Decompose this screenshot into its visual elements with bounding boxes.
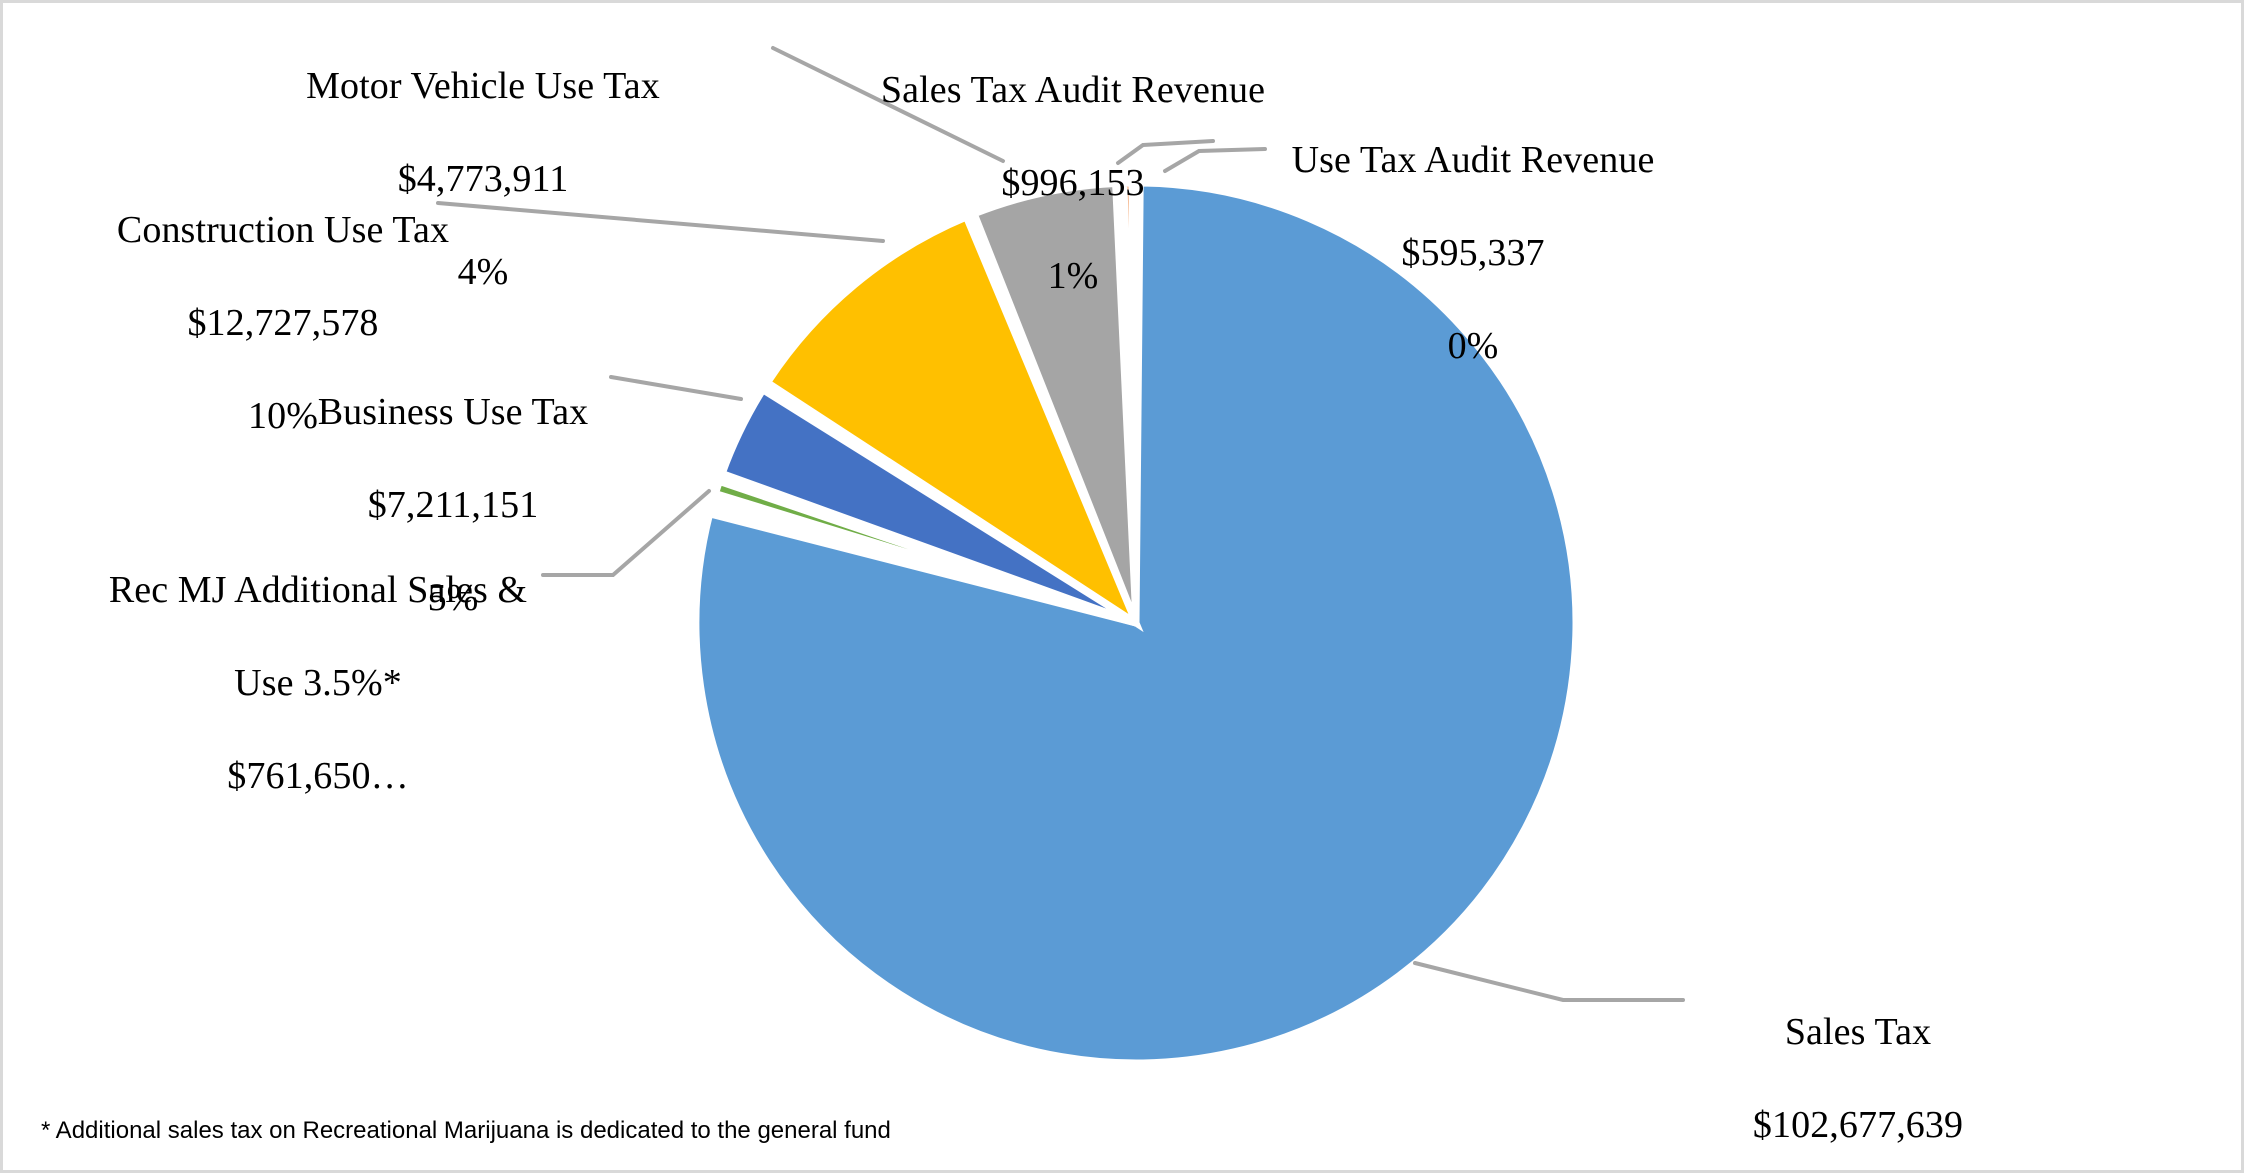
leader-line-construction bbox=[436, 201, 885, 243]
data-label-name: Business Use Tax bbox=[317, 391, 589, 434]
data-label-percent: 0% bbox=[1447, 324, 1499, 367]
leader-line-use-tax-audit bbox=[1163, 147, 1267, 173]
data-label-name: Use Tax Audit Revenue bbox=[1291, 139, 1655, 182]
data-label-value: $7,211,151 bbox=[367, 484, 539, 527]
pie-slice-use-tax-audit-revenue[interactable] bbox=[1120, 179, 1140, 624]
data-label-value: $595,337 bbox=[1401, 232, 1545, 275]
leader-line-sales-tax-audit bbox=[1116, 139, 1215, 165]
data-label-business-use-tax: Business Use Tax $7,211,151 5% bbox=[263, 343, 643, 668]
data-label-value: $761,650… bbox=[227, 754, 409, 797]
pie-slice-construction-use-tax[interactable] bbox=[717, 384, 1138, 627]
data-label-value: $102,677,639 bbox=[1752, 1104, 1964, 1147]
data-label-name: Sales Tax Audit Revenue bbox=[880, 69, 1266, 112]
data-label-name: Motor Vehicle Use Tax bbox=[306, 65, 660, 108]
leader-line-motor-vehicle bbox=[771, 46, 1005, 163]
pie-slice-motor-vehicle-use-tax[interactable] bbox=[762, 212, 1144, 633]
data-label-use-tax-audit-revenue: Use Tax Audit Revenue $595,337 0% bbox=[1263, 91, 1683, 416]
data-label-name: Sales Tax bbox=[1784, 1011, 1932, 1054]
data-label-sales-tax: Sales Tax $102,677,639 79% bbox=[1693, 963, 2023, 1170]
leader-line-rec-mj bbox=[541, 489, 711, 577]
data-label-name-line1: Rec MJ Additional Sales & bbox=[108, 569, 528, 612]
pie-slices bbox=[692, 179, 1580, 1067]
chart-footnote: * Additional sales tax on Recreational M… bbox=[41, 1117, 891, 1144]
data-label-motor-vehicle-use-tax: Motor Vehicle Use Tax $4,773,911 4% bbox=[263, 17, 703, 342]
pie-slice-sales-tax-audit-revenue[interactable] bbox=[969, 179, 1140, 625]
data-label-value: $4,773,911 bbox=[397, 158, 569, 201]
data-label-name-line2: Use 3.5%* bbox=[234, 662, 402, 705]
data-label-value: $12,727,578 bbox=[187, 302, 379, 345]
data-label-percent: 10% bbox=[248, 394, 318, 437]
data-label-value: $996,153 bbox=[1001, 162, 1145, 205]
data-label-construction-use-tax: Construction Use Tax $12,727,578 10% bbox=[73, 161, 493, 486]
leader-line-business bbox=[609, 375, 743, 401]
leader-line-sales-tax bbox=[1413, 961, 1685, 1002]
data-label-percent: 5% bbox=[427, 576, 479, 619]
pie-chart-graphic bbox=[436, 46, 1685, 1067]
leader-lines bbox=[436, 46, 1685, 1002]
data-label-percent: 1% bbox=[1047, 254, 1099, 297]
data-label-percent: 4% bbox=[457, 250, 509, 293]
data-label-sales-tax-audit-revenue: Sales Tax Audit Revenue $996,153 1% bbox=[843, 21, 1303, 346]
data-label-name: Construction Use Tax bbox=[116, 209, 450, 252]
data-label-rec-mj-additional-sales-use: Rec MJ Additional Sales & Use 3.5%* $761… bbox=[73, 521, 563, 846]
